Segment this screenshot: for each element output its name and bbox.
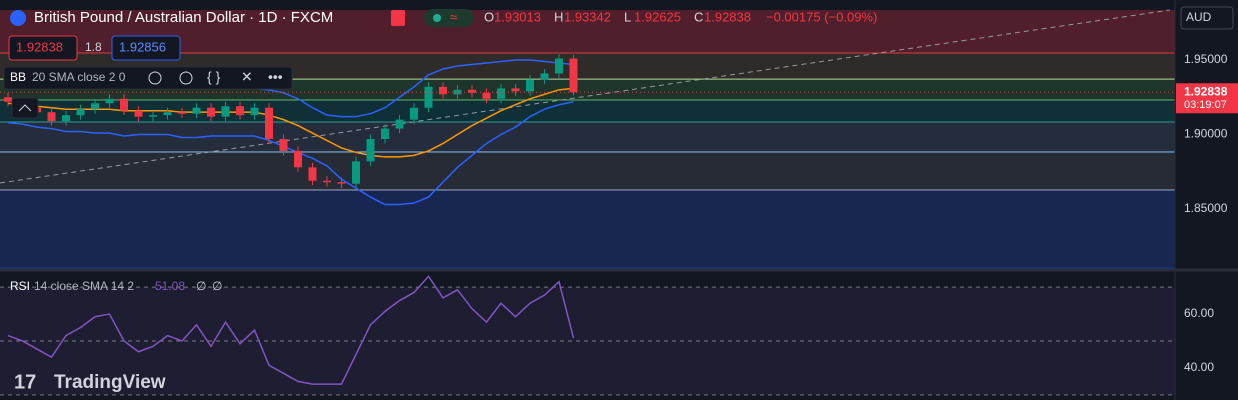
y-tick-label: 1.90000 xyxy=(1184,127,1228,141)
symbol-flag xyxy=(10,10,26,26)
more-icon[interactable]: ••• xyxy=(268,69,283,85)
buy-price: 1.92856 xyxy=(119,39,166,54)
brand-logo: 17 xyxy=(14,371,36,393)
candle-body xyxy=(511,88,520,92)
candle-body xyxy=(105,98,114,104)
candle-body xyxy=(279,139,288,151)
buy-button[interactable] xyxy=(111,35,181,61)
market-status[interactable] xyxy=(424,9,474,27)
rsi-extra: ∅ xyxy=(196,279,206,293)
remove-icon[interactable]: ✕ xyxy=(241,69,253,85)
ohlc-key: C xyxy=(694,9,703,24)
rsi-value: 51.08 xyxy=(155,279,185,293)
zone xyxy=(0,151,1175,190)
zone xyxy=(0,10,1175,54)
candle-body xyxy=(352,161,360,184)
candle-body xyxy=(178,112,186,114)
sell-button[interactable] xyxy=(8,35,78,61)
candle-body xyxy=(540,73,549,80)
ohlc-value: 1.92625 xyxy=(634,9,681,24)
trend-line xyxy=(0,9,1171,184)
currency: AUD xyxy=(1186,10,1212,24)
rsi-tick-label: 60.00 xyxy=(1184,306,1214,320)
candle-body xyxy=(381,128,389,139)
candle-body xyxy=(497,88,505,99)
status-icon: ≈ xyxy=(450,9,457,24)
candle-body xyxy=(453,89,462,95)
collapse-button[interactable] xyxy=(11,97,39,119)
zone xyxy=(0,99,1175,123)
candle-body xyxy=(468,89,476,93)
spread: 1.8 xyxy=(85,40,102,54)
alert-flag[interactable] xyxy=(391,10,405,26)
indicator-params: 20 SMA close 2 0 xyxy=(32,70,126,84)
last-price-tag xyxy=(1176,83,1238,114)
y-tick-label: 1.95000 xyxy=(1184,52,1228,66)
sell-price: 1.92838 xyxy=(16,39,63,54)
candle-body xyxy=(76,109,85,116)
ohlc-key: L xyxy=(624,9,631,24)
rsi-line xyxy=(7,275,575,385)
candle-body xyxy=(163,112,172,116)
candle-body xyxy=(91,103,99,110)
zone xyxy=(0,189,1175,268)
candle-body xyxy=(308,167,317,181)
indicator-legend[interactable] xyxy=(3,66,293,90)
zone xyxy=(0,79,1175,100)
candle-body xyxy=(424,86,433,108)
candle-body xyxy=(526,79,534,92)
ohlc-value: 1.93342 xyxy=(564,9,611,24)
ohlc-value: 1.93013 xyxy=(494,9,541,24)
candle-body xyxy=(120,98,128,111)
y-tick-label: 1.85000 xyxy=(1184,201,1228,215)
status-dot xyxy=(433,14,441,22)
currency-button[interactable] xyxy=(1180,6,1234,30)
settings-icon[interactable] xyxy=(179,71,193,85)
rsi-params: 14 close SMA 14 2 xyxy=(34,279,134,293)
bb-middle xyxy=(7,87,574,158)
countdown: 03:19:07 xyxy=(1184,99,1227,111)
candle-body xyxy=(192,107,201,114)
bb-lower xyxy=(7,101,574,206)
candle-body xyxy=(439,86,447,95)
candle-body xyxy=(366,139,375,162)
source-icon[interactable]: { } xyxy=(207,69,221,85)
candle-body xyxy=(294,150,302,168)
candle-body xyxy=(250,107,259,116)
candle-body xyxy=(207,107,215,117)
ohlc-value: 1.92838 xyxy=(704,9,751,24)
last-price: 1.92838 xyxy=(1184,84,1228,98)
candle-body xyxy=(134,110,143,117)
collapse-icon xyxy=(18,104,32,112)
candle-body xyxy=(4,97,12,102)
candle-body xyxy=(149,115,157,117)
rsi-tick-label: 40.00 xyxy=(1184,360,1214,374)
candle-body xyxy=(47,112,56,122)
candle-body xyxy=(482,92,491,99)
candle-body xyxy=(555,58,563,74)
candle-body xyxy=(265,107,273,139)
candle-body xyxy=(323,180,331,183)
candle-body xyxy=(410,107,418,120)
candle-body xyxy=(337,182,346,184)
candle-body xyxy=(62,115,70,122)
candle-body xyxy=(569,58,578,93)
brand-name: TradingView xyxy=(54,372,166,393)
candle-body xyxy=(395,119,404,129)
rsi-extra: ∅ xyxy=(212,279,222,293)
symbol-title[interactable]: British Pound / Australian Dollar · 1D ·… xyxy=(34,9,333,26)
candle-body xyxy=(236,106,244,116)
candle-body xyxy=(221,106,230,117)
ohlc-key: O xyxy=(484,9,494,24)
eye-icon[interactable] xyxy=(148,71,162,85)
indicator-name: BB xyxy=(10,70,26,84)
change: −0.00175 (−0.09%) xyxy=(766,9,877,24)
rsi-name: RSI xyxy=(10,279,30,293)
ohlc-key: H xyxy=(554,9,563,24)
